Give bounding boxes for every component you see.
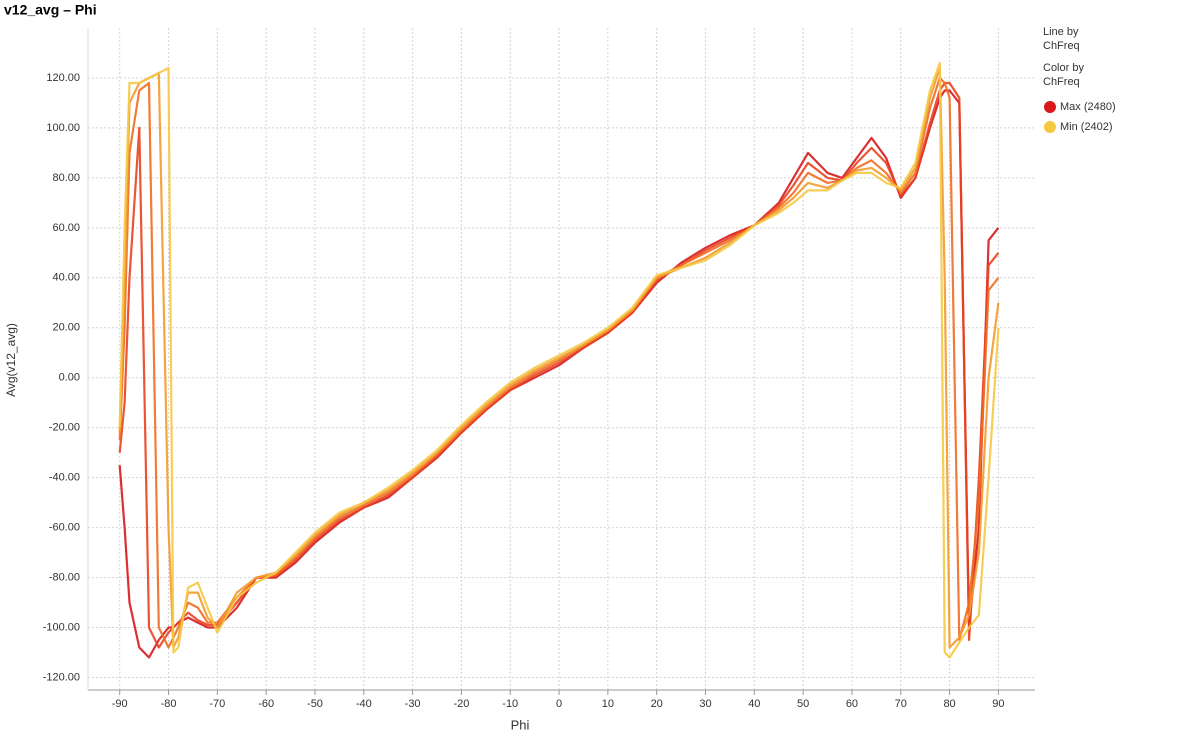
- y-tick-label: -20.00: [49, 422, 80, 434]
- series-line: [118, 76, 1000, 649]
- legend-title: Color by: [1043, 62, 1084, 74]
- y-tick-label: -120.00: [43, 671, 80, 683]
- chart-title: v12_avg – Phi: [4, 2, 97, 18]
- x-tick-label: 30: [699, 698, 711, 710]
- y-tick-label: -80.00: [49, 571, 80, 583]
- legend-title: ChFreq: [1043, 40, 1080, 52]
- x-tick-label: 40: [748, 698, 760, 710]
- x-tick-label: -30: [405, 698, 421, 710]
- x-tick-label: -20: [453, 698, 469, 710]
- y-tick-label: 120.00: [46, 72, 80, 84]
- x-tick-label: 10: [602, 698, 614, 710]
- y-tick-label: -40.00: [49, 472, 80, 484]
- y-tick-label: 80.00: [52, 172, 80, 184]
- x-tick-label: -70: [209, 698, 225, 710]
- x-tick-label: -10: [502, 698, 518, 710]
- x-tick-label: 20: [651, 698, 663, 710]
- x-tick-label: -80: [161, 698, 177, 710]
- legend-label: Max (2480): [1060, 101, 1116, 113]
- series-line: [118, 61, 1000, 659]
- x-tick-label: 80: [943, 698, 955, 710]
- x-tick-label: -40: [356, 698, 372, 710]
- legend-swatch: [1044, 121, 1056, 133]
- y-tick-label: 0.00: [59, 372, 80, 384]
- series-line: [118, 81, 1000, 649]
- x-tick-label: 60: [846, 698, 858, 710]
- y-tick-label: -100.00: [43, 621, 80, 633]
- x-tick-label: 0: [556, 698, 562, 710]
- y-axis-label: Avg(v12_avg): [4, 323, 18, 397]
- x-tick-label: 90: [992, 698, 1004, 710]
- x-tick-label: 70: [895, 698, 907, 710]
- y-tick-label: 20.00: [52, 322, 80, 334]
- y-tick-label: 40.00: [52, 272, 80, 284]
- y-tick-label: 100.00: [46, 122, 80, 134]
- x-tick-label: -50: [307, 698, 323, 710]
- x-tick-label: -90: [112, 698, 128, 710]
- y-tick-label: 60.00: [52, 222, 80, 234]
- legend-swatch: [1044, 101, 1056, 113]
- x-tick-label: -60: [258, 698, 274, 710]
- legend-title: Line by: [1043, 26, 1079, 38]
- legend-title: ChFreq: [1043, 76, 1080, 88]
- x-axis-label: Phi: [511, 717, 530, 732]
- x-tick-label: 50: [797, 698, 809, 710]
- y-tick-label: -60.00: [49, 522, 80, 534]
- legend-label: Min (2402): [1060, 121, 1113, 133]
